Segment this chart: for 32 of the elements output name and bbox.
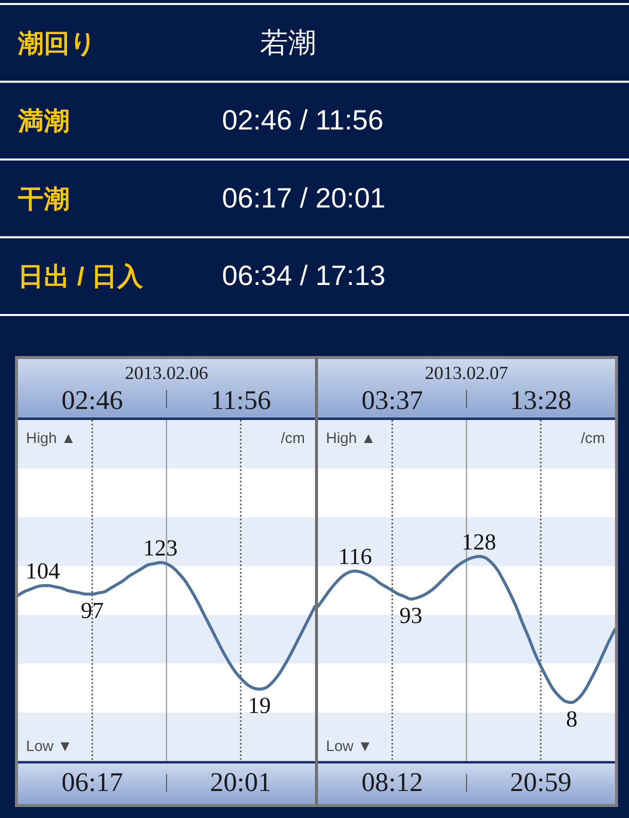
- text: 潮回り: [17, 30, 97, 58]
- text: 06:17 / 20:01: [222, 182, 386, 214]
- data-label: 116: [338, 544, 372, 570]
- text: 03:37: [361, 385, 424, 415]
- text: 02:46 / 11:56: [222, 104, 384, 136]
- text: 20:01: [210, 767, 272, 797]
- data-label: 97: [80, 598, 104, 624]
- data-label: 104: [26, 558, 60, 584]
- chart-title: 2013.02.07: [424, 364, 508, 384]
- annotation: Low ▼: [326, 738, 373, 755]
- text: 満潮: [17, 108, 70, 136]
- chart-title: 2013.02.06: [124, 364, 208, 384]
- data-label: 128: [462, 529, 496, 554]
- annotation: High ▲: [26, 430, 76, 447]
- data-label: 93: [399, 603, 422, 628]
- text: 06:17: [61, 767, 124, 797]
- text: 06:34 / 17:13: [222, 260, 386, 292]
- annotation: /cm: [280, 430, 305, 447]
- annotation: Low ▼: [26, 738, 73, 755]
- text: 11:56: [210, 385, 271, 415]
- data-label: 19: [248, 693, 271, 718]
- data-label: 123: [143, 535, 178, 560]
- text: 13:28: [510, 385, 572, 415]
- text: 日出 / 日入: [18, 262, 144, 292]
- data-label: 8: [566, 706, 578, 732]
- text: 若潮: [260, 26, 316, 58]
- text: 08:12: [361, 767, 424, 797]
- text: 干潮: [17, 185, 70, 214]
- text: 02:46: [61, 385, 124, 415]
- annotation: /cm: [580, 430, 605, 447]
- text: 20:59: [510, 767, 572, 797]
- annotation: High ▲: [326, 430, 376, 447]
